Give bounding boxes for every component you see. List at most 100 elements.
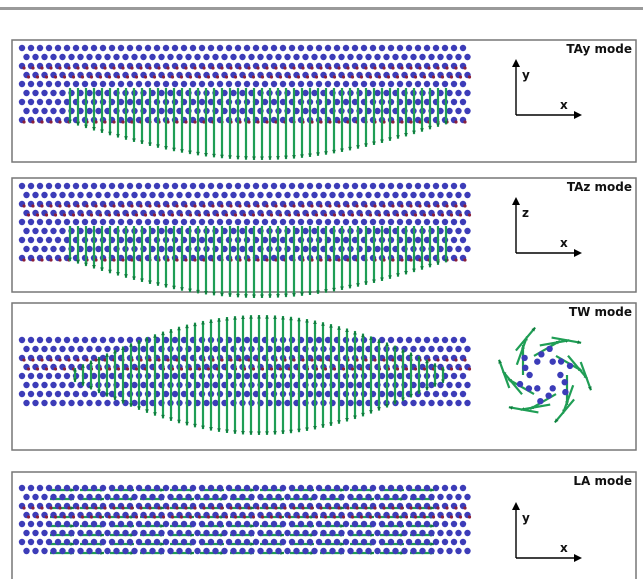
atom bbox=[203, 530, 209, 536]
atom bbox=[140, 54, 146, 60]
atom-dark bbox=[355, 204, 358, 207]
atom bbox=[127, 219, 133, 225]
atom bbox=[451, 539, 457, 545]
atom bbox=[275, 54, 281, 60]
atom-dark bbox=[58, 358, 61, 361]
atom bbox=[118, 81, 124, 87]
atom-dark bbox=[238, 358, 241, 361]
atom bbox=[275, 548, 281, 554]
atom bbox=[558, 358, 564, 364]
atom bbox=[145, 81, 151, 87]
atom bbox=[266, 54, 272, 60]
atom-dark bbox=[432, 75, 435, 78]
atom bbox=[275, 346, 281, 352]
atom-dark bbox=[144, 75, 147, 78]
atom bbox=[23, 530, 29, 536]
atom bbox=[406, 485, 412, 491]
atom bbox=[347, 192, 353, 198]
atom bbox=[73, 81, 79, 87]
atom bbox=[374, 548, 380, 554]
atom-dark bbox=[40, 506, 43, 509]
atom bbox=[361, 539, 367, 545]
atom bbox=[464, 246, 470, 252]
atom bbox=[374, 494, 380, 500]
atom bbox=[82, 219, 88, 225]
atom bbox=[464, 228, 470, 234]
atom bbox=[325, 45, 331, 51]
atom-dark bbox=[58, 506, 61, 509]
atom-dark bbox=[463, 258, 466, 261]
atom bbox=[118, 337, 124, 343]
atom bbox=[73, 45, 79, 51]
atom-dark bbox=[279, 367, 282, 370]
atom-dark bbox=[297, 75, 300, 78]
atom-dark bbox=[436, 66, 439, 69]
atom bbox=[460, 391, 466, 397]
atom-dark bbox=[315, 75, 318, 78]
atom-dark bbox=[445, 66, 448, 69]
atom bbox=[109, 521, 115, 527]
atom-dark bbox=[202, 66, 205, 69]
atom bbox=[127, 337, 133, 343]
atom bbox=[163, 219, 169, 225]
atom-dark bbox=[360, 515, 363, 518]
atom bbox=[320, 54, 326, 60]
atom bbox=[437, 192, 443, 198]
atom-dark bbox=[252, 75, 255, 78]
atom bbox=[374, 530, 380, 536]
atom bbox=[28, 539, 34, 545]
atom-dark bbox=[256, 120, 259, 123]
atom bbox=[118, 485, 124, 491]
atom-dark bbox=[135, 515, 138, 518]
atom bbox=[244, 337, 250, 343]
atom bbox=[55, 521, 61, 527]
atom-dark bbox=[247, 66, 250, 69]
atom bbox=[374, 228, 380, 234]
atom-dark bbox=[351, 213, 354, 216]
atom-dark bbox=[382, 204, 385, 207]
atom bbox=[271, 183, 277, 189]
atom-dark bbox=[63, 367, 66, 370]
atom bbox=[280, 45, 286, 51]
atom bbox=[437, 346, 443, 352]
atom-dark bbox=[135, 75, 138, 78]
atom bbox=[19, 485, 25, 491]
atom bbox=[248, 494, 254, 500]
atom bbox=[451, 45, 457, 51]
atom bbox=[392, 548, 398, 554]
arrow-head bbox=[244, 294, 248, 298]
atom bbox=[149, 530, 155, 536]
atom bbox=[325, 81, 331, 87]
atom-dark bbox=[207, 515, 210, 518]
atom bbox=[181, 45, 187, 51]
atom-dark bbox=[256, 258, 259, 261]
atom bbox=[41, 246, 47, 252]
atom-dark bbox=[391, 120, 394, 123]
atom bbox=[451, 337, 457, 343]
atom bbox=[127, 237, 133, 243]
atom bbox=[154, 81, 160, 87]
atom bbox=[118, 521, 124, 527]
atom bbox=[271, 219, 277, 225]
atom-dark bbox=[243, 213, 246, 216]
atom bbox=[140, 382, 146, 388]
atom-dark bbox=[265, 506, 268, 509]
atom bbox=[262, 183, 268, 189]
atom-dark bbox=[400, 506, 403, 509]
atom bbox=[397, 337, 403, 343]
atom bbox=[50, 54, 56, 60]
atom-dark bbox=[27, 515, 30, 518]
atom-dark bbox=[126, 75, 129, 78]
atom-dark bbox=[193, 506, 196, 509]
atom bbox=[86, 90, 92, 96]
atom bbox=[163, 45, 169, 51]
atom bbox=[442, 539, 448, 545]
atom bbox=[338, 192, 344, 198]
atom-dark bbox=[193, 258, 196, 261]
atom-dark bbox=[378, 515, 381, 518]
atom-dark bbox=[387, 75, 390, 78]
atom-dark bbox=[121, 258, 124, 261]
atom bbox=[122, 494, 128, 500]
atom bbox=[55, 237, 61, 243]
atom-dark bbox=[27, 75, 30, 78]
